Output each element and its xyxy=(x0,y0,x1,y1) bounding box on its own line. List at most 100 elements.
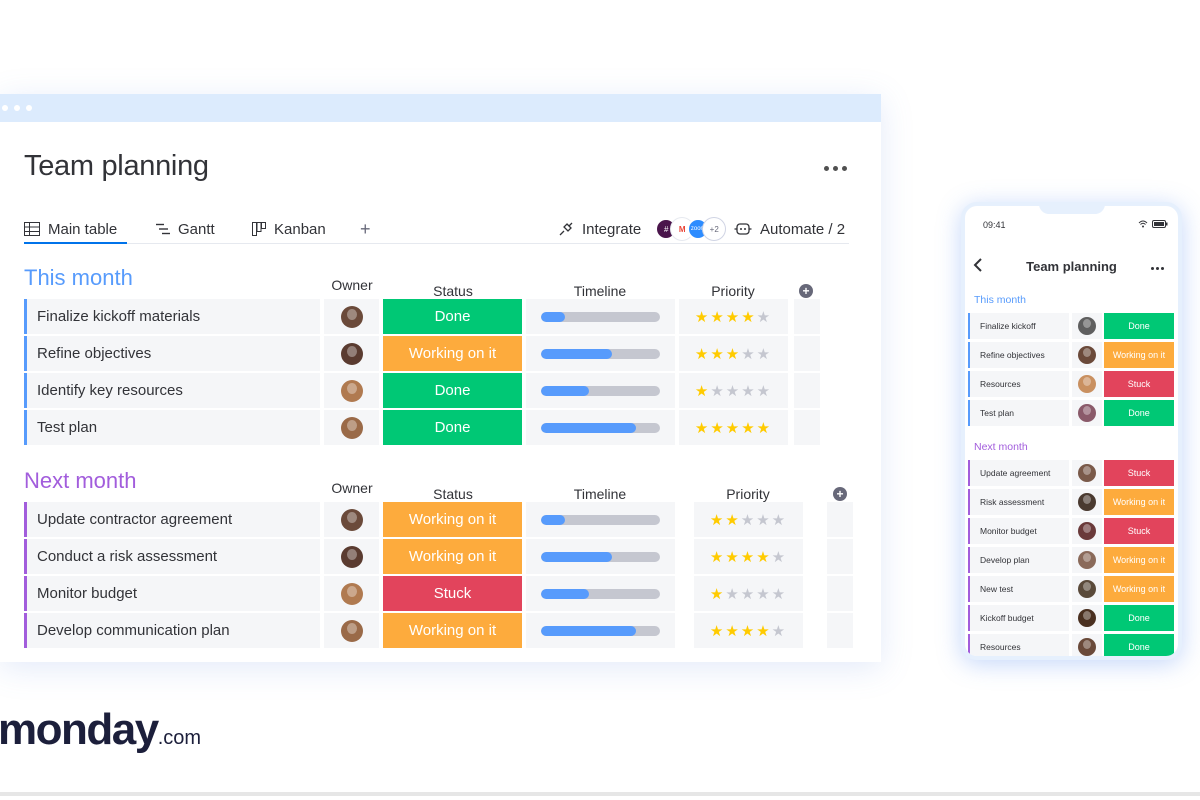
avatar[interactable] xyxy=(340,619,363,642)
star-icon[interactable]: ★ xyxy=(709,585,726,603)
star-icon[interactable]: ★ xyxy=(694,308,711,326)
task-name[interactable]: Monitor budget xyxy=(24,576,320,611)
star-icon[interactable]: ★ xyxy=(725,548,741,566)
phone-task-name[interactable]: Resources xyxy=(968,371,1069,397)
add-view-button[interactable]: + xyxy=(360,218,371,239)
add-column-button[interactable]: + xyxy=(799,284,813,298)
star-icon[interactable]: ★ xyxy=(694,419,711,437)
star-icon[interactable]: ★ xyxy=(694,345,711,363)
status-label[interactable]: Working on it xyxy=(383,613,522,648)
star-icon[interactable]: ★ xyxy=(740,622,757,640)
timeline-cell[interactable] xyxy=(526,613,675,648)
star-icon[interactable]: ★ xyxy=(725,308,742,326)
owner-cell[interactable] xyxy=(324,299,379,334)
phone-status-label[interactable]: Working on it xyxy=(1104,547,1174,573)
avatar[interactable] xyxy=(340,508,363,531)
avatar[interactable] xyxy=(1078,522,1096,540)
star-icon[interactable]: ★ xyxy=(741,419,757,437)
board-more-menu-icon[interactable] xyxy=(824,166,847,171)
star-icon[interactable]: ★ xyxy=(725,511,741,529)
status-label[interactable]: Done xyxy=(383,410,522,445)
timeline-cell[interactable] xyxy=(526,299,675,334)
star-icon[interactable]: ★ xyxy=(756,345,773,363)
star-icon[interactable]: ★ xyxy=(771,585,788,603)
priority-rating[interactable]: ★ ★ ★ ★ ★ xyxy=(679,373,788,408)
avatar[interactable] xyxy=(1078,638,1096,656)
owner-cell[interactable] xyxy=(324,410,379,445)
phone-task-name[interactable]: Develop plan xyxy=(968,547,1069,573)
automate-button[interactable]: Automate / 2 xyxy=(734,218,845,240)
owner-cell[interactable] xyxy=(324,613,379,648)
avatar[interactable] xyxy=(1078,317,1096,335)
timeline-cell[interactable] xyxy=(526,502,675,537)
task-name[interactable]: Identify key resources xyxy=(24,373,320,408)
star-icon[interactable]: ★ xyxy=(725,622,741,640)
star-icon[interactable]: ★ xyxy=(756,382,773,400)
star-icon[interactable]: ★ xyxy=(710,308,726,326)
star-icon[interactable]: ★ xyxy=(740,585,757,603)
owner-cell[interactable] xyxy=(324,373,379,408)
star-icon[interactable]: ★ xyxy=(756,308,773,326)
phone-owner-cell[interactable] xyxy=(1072,313,1102,339)
avatar[interactable] xyxy=(340,342,363,365)
phone-owner-cell[interactable] xyxy=(1072,634,1102,656)
timeline-cell[interactable] xyxy=(526,410,675,445)
phone-owner-cell[interactable] xyxy=(1072,605,1102,631)
avatar[interactable] xyxy=(340,379,363,402)
priority-rating[interactable]: ★ ★ ★ ★ ★ xyxy=(679,410,788,445)
star-icon[interactable]: ★ xyxy=(771,548,788,566)
phone-status-label[interactable]: Stuck xyxy=(1104,518,1174,544)
phone-more-menu-icon[interactable] xyxy=(1151,267,1164,270)
avatar[interactable] xyxy=(1078,346,1096,364)
star-icon[interactable]: ★ xyxy=(771,622,788,640)
timeline-cell[interactable] xyxy=(526,539,675,574)
group-title[interactable]: This month xyxy=(24,265,133,290)
task-name[interactable]: Test plan xyxy=(24,410,320,445)
phone-task-name[interactable]: Kickoff budget xyxy=(968,605,1069,631)
status-label[interactable]: Done xyxy=(383,299,522,334)
priority-rating[interactable]: ★ ★ ★ ★ ★ xyxy=(694,539,803,574)
phone-owner-cell[interactable] xyxy=(1072,547,1102,573)
star-icon[interactable]: ★ xyxy=(725,345,742,363)
status-label[interactable]: Working on it xyxy=(383,539,522,574)
phone-owner-cell[interactable] xyxy=(1072,489,1102,515)
star-icon[interactable]: ★ xyxy=(756,622,772,640)
status-label[interactable]: Done xyxy=(383,373,522,408)
star-icon[interactable]: ★ xyxy=(756,548,772,566)
phone-owner-cell[interactable] xyxy=(1072,576,1102,602)
tab-gantt[interactable]: Gantt xyxy=(156,218,215,240)
avatar[interactable] xyxy=(340,545,363,568)
star-icon[interactable]: ★ xyxy=(709,548,726,566)
timeline-cell[interactable] xyxy=(526,373,675,408)
tab-main-table[interactable]: Main table xyxy=(24,218,117,240)
priority-rating[interactable]: ★ ★ ★ ★ ★ xyxy=(694,576,803,611)
owner-cell[interactable] xyxy=(324,539,379,574)
priority-rating[interactable]: ★ ★ ★ ★ ★ xyxy=(694,502,803,537)
star-icon[interactable]: ★ xyxy=(740,548,757,566)
avatar[interactable] xyxy=(1078,580,1096,598)
phone-status-label[interactable]: Done xyxy=(1104,634,1174,656)
task-name[interactable]: Finalize kickoff materials xyxy=(24,299,320,334)
timeline-cell[interactable] xyxy=(526,576,675,611)
owner-cell[interactable] xyxy=(324,502,379,537)
phone-status-label[interactable]: Done xyxy=(1104,400,1174,426)
star-icon[interactable]: ★ xyxy=(725,585,741,603)
phone-task-name[interactable]: Test plan xyxy=(968,400,1069,426)
priority-rating[interactable]: ★ ★ ★ ★ ★ xyxy=(679,299,788,334)
star-icon[interactable]: ★ xyxy=(710,419,726,437)
phone-status-label[interactable]: Stuck xyxy=(1104,371,1174,397)
phone-task-name[interactable]: Refine objectives xyxy=(968,342,1069,368)
phone-owner-cell[interactable] xyxy=(1072,371,1102,397)
star-icon[interactable]: ★ xyxy=(756,511,772,529)
phone-task-name[interactable]: Finalize kickoff xyxy=(968,313,1069,339)
task-name[interactable]: Refine objectives xyxy=(24,336,320,371)
phone-status-label[interactable]: Working on it xyxy=(1104,342,1174,368)
task-name[interactable]: Conduct a risk assessment xyxy=(24,539,320,574)
star-icon[interactable]: ★ xyxy=(771,511,788,529)
status-label[interactable]: Working on it xyxy=(383,502,522,537)
avatar[interactable] xyxy=(1078,404,1096,422)
star-icon[interactable]: ★ xyxy=(710,345,726,363)
task-name[interactable]: Update contractor agreement xyxy=(24,502,320,537)
phone-owner-cell[interactable] xyxy=(1072,400,1102,426)
avatar[interactable] xyxy=(1078,493,1096,511)
